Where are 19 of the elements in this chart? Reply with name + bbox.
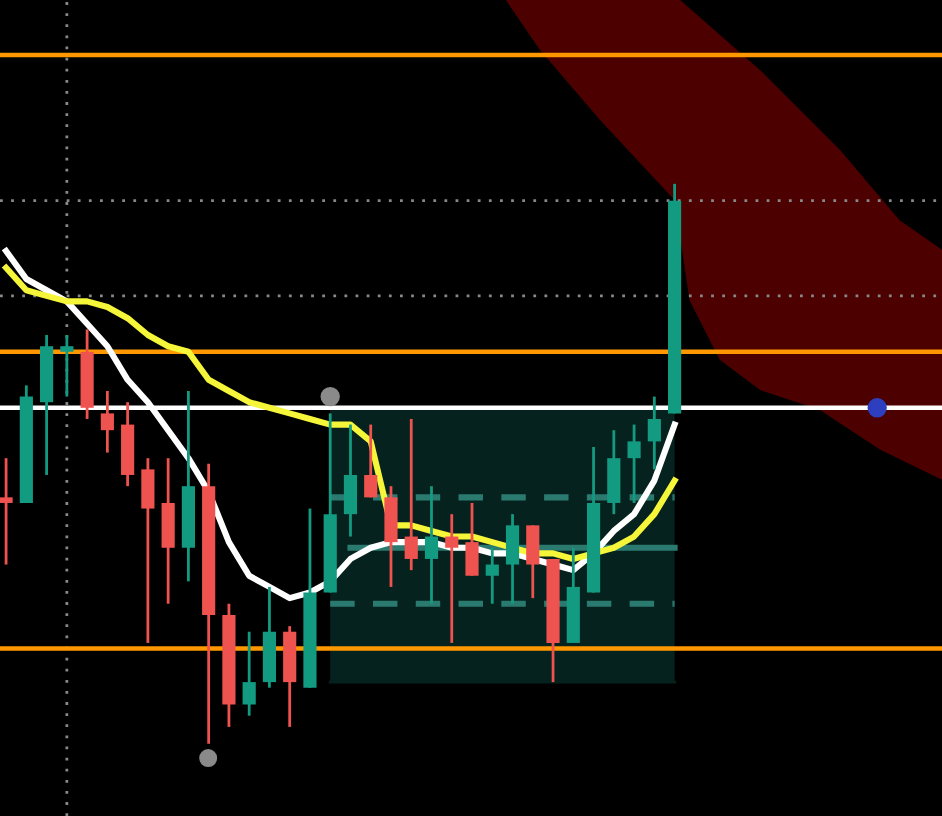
candlestick <box>526 523 540 600</box>
candlestick <box>465 501 479 578</box>
candlestick <box>161 456 175 606</box>
candlestick <box>485 546 499 606</box>
candlestick <box>0 456 13 566</box>
candlestick <box>404 417 418 572</box>
candlestick <box>141 456 155 645</box>
candlestick <box>60 333 74 398</box>
candlestick <box>607 428 621 516</box>
candlestick <box>445 512 459 645</box>
candlestick <box>242 630 256 718</box>
candlestick <box>505 512 520 606</box>
candlestick <box>647 395 661 471</box>
candlestick <box>343 423 358 538</box>
candlestick <box>384 484 398 589</box>
candlestick <box>627 423 641 505</box>
candlestick <box>424 484 439 606</box>
candlestick <box>100 389 114 454</box>
candlestick <box>364 423 378 499</box>
